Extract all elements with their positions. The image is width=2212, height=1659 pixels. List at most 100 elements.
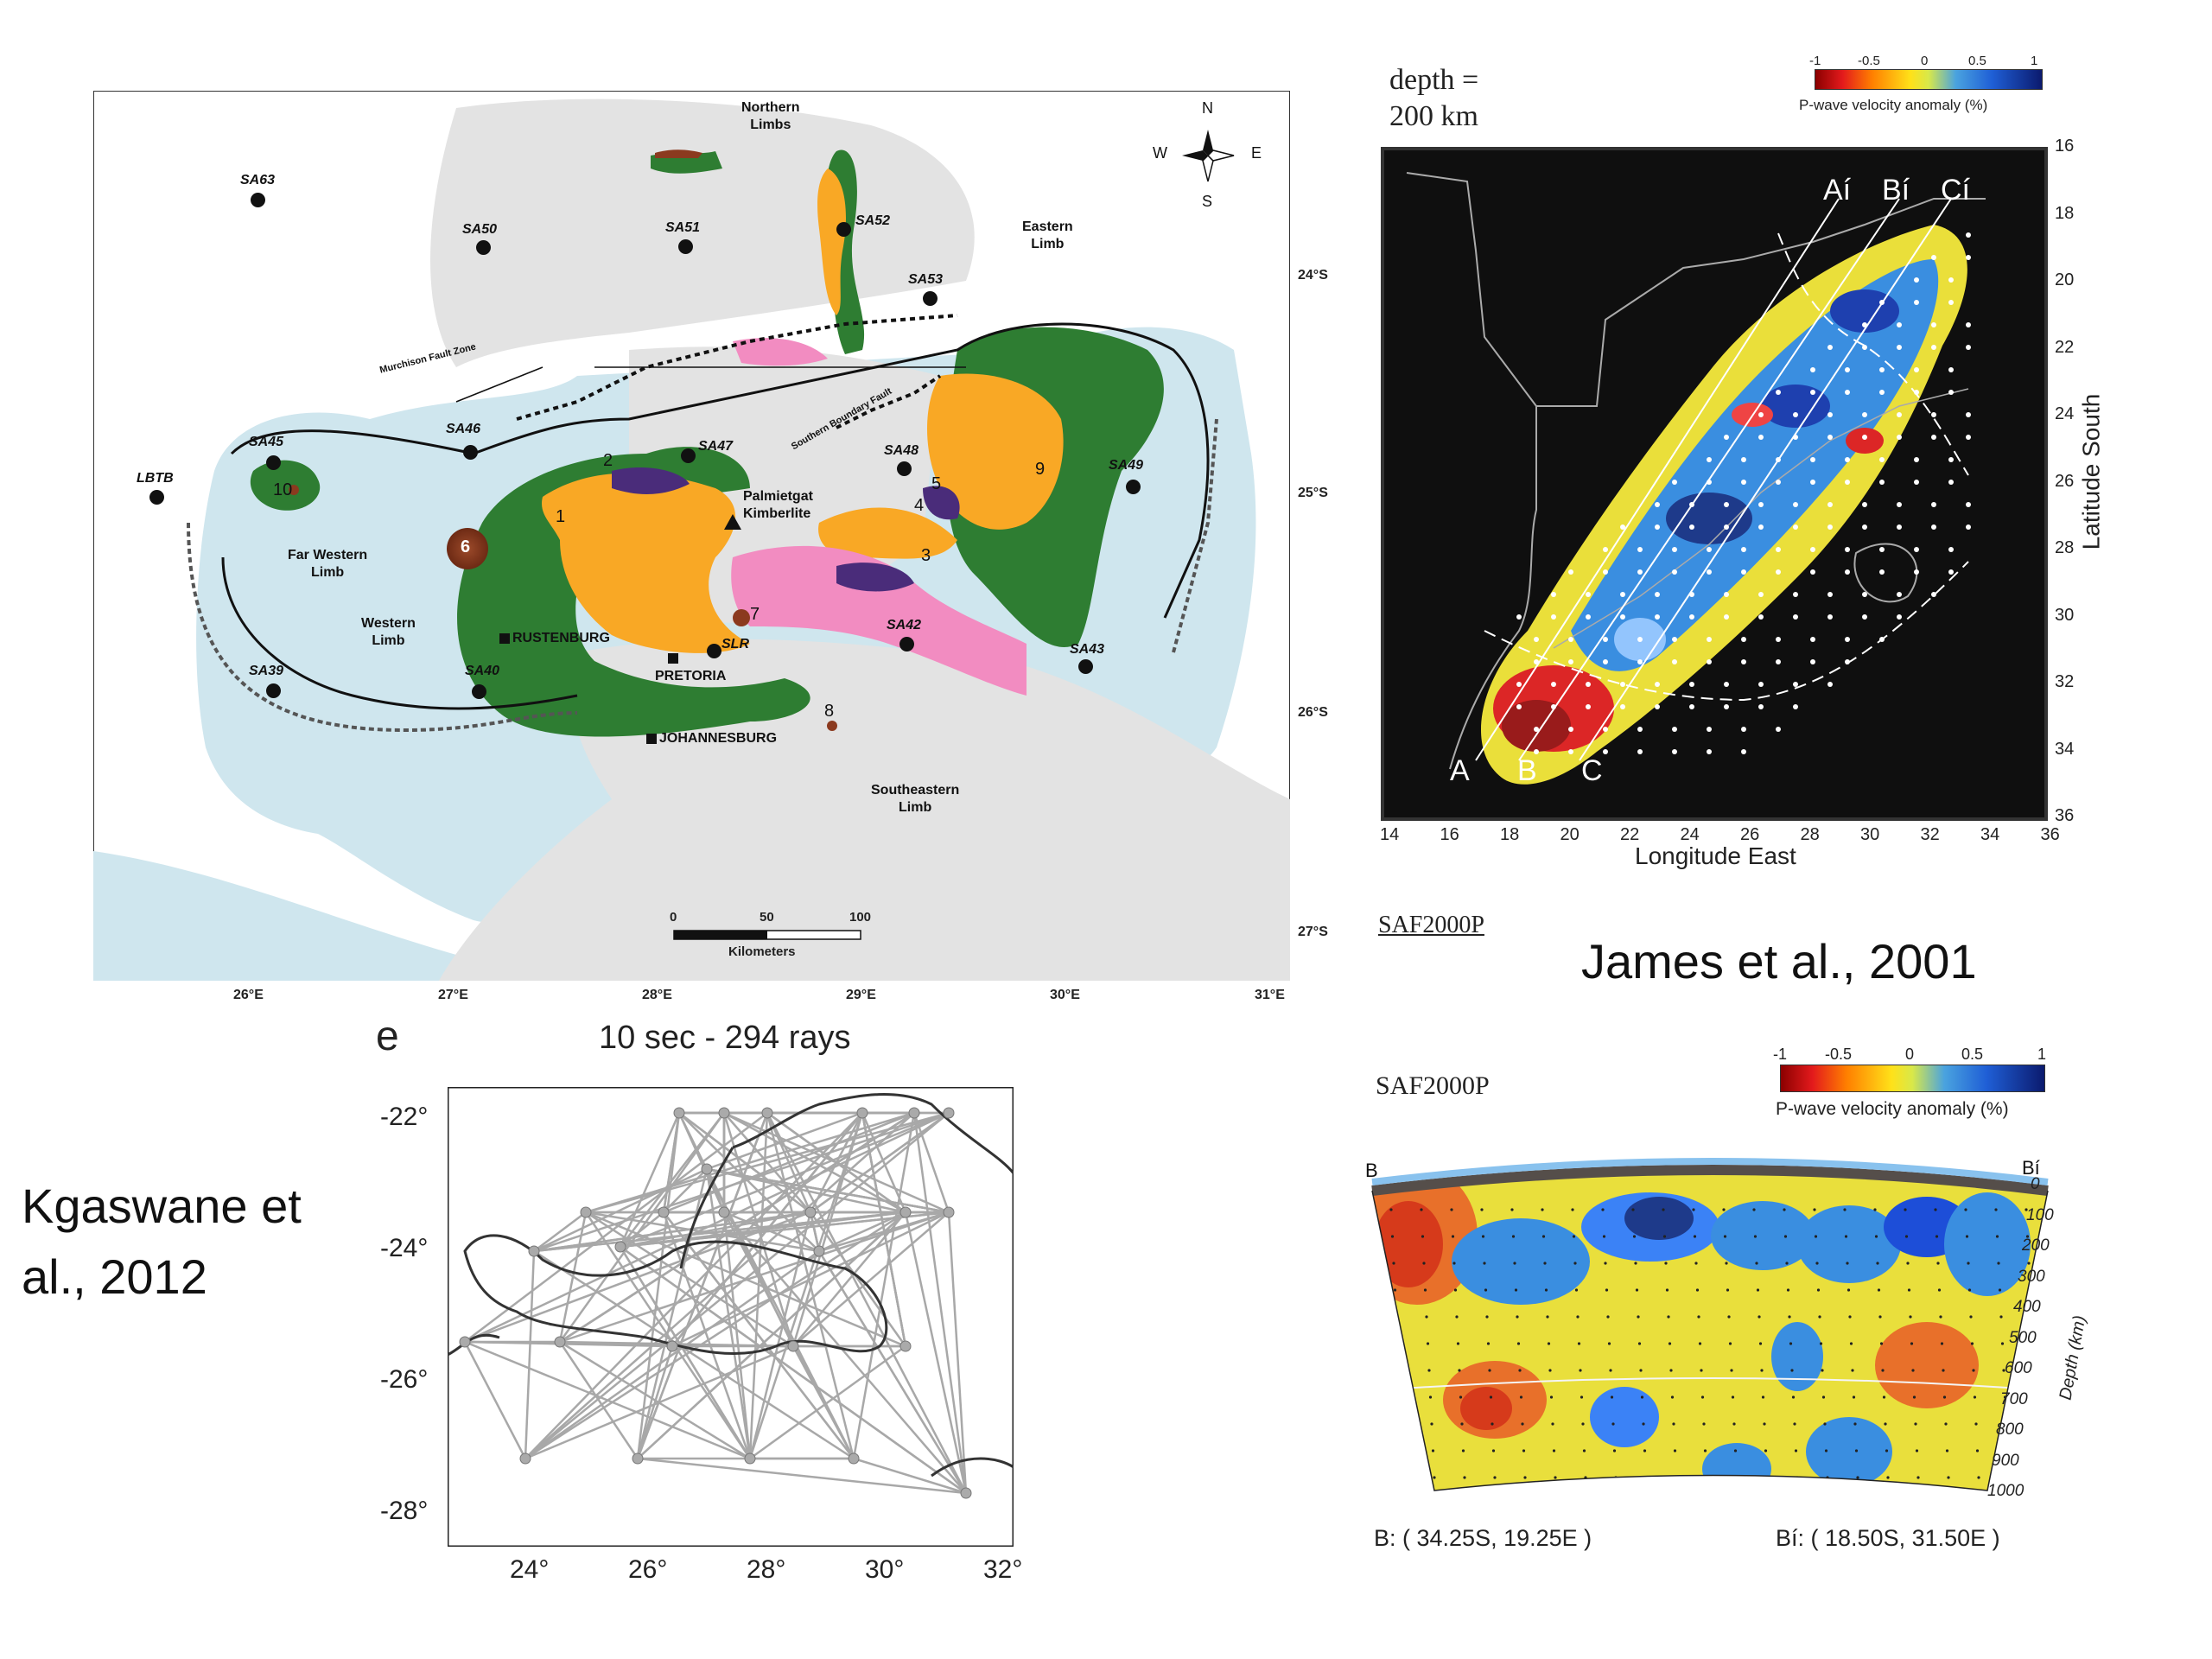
ray-path [817,1250,968,1494]
grid-dot [1693,1235,1697,1238]
ray-station [666,1340,678,1352]
section-coord-left: B: ( 34.25S, 19.25E ) [1374,1525,1592,1551]
ray-path [463,1341,527,1459]
tomo-lat-5: 26 [2055,471,2075,491]
ray-path [748,1112,769,1459]
station-dots [1516,232,1971,754]
ray-path [524,1249,820,1460]
grid-dot [1876,1262,1879,1265]
ray-path [619,1112,681,1248]
tomo-lat-6: 28 [2055,538,2075,557]
station-dot [1516,614,1522,620]
purple-3 [923,486,960,520]
grid-dot [1484,1288,1488,1292]
grid-dot [1401,1449,1405,1452]
station-dot [1689,502,1694,507]
station-dot [1672,749,1677,754]
grid-dot [1511,1235,1516,1238]
station-dot [1914,367,1919,372]
station-dot [1758,592,1764,597]
tomo-lon-4: 22 [1620,825,1640,844]
grid-dot [1493,1476,1497,1479]
grid-dot [1816,1288,1821,1292]
grid-dot [1785,1262,1789,1265]
station-dot [1845,367,1850,372]
grid-dot [2035,1422,2038,1426]
grid-dot [1885,1449,1889,1452]
grid-dot [1640,1395,1644,1399]
geo-lon-30: 30°E [1050,988,1080,1002]
grid-dot [1402,1476,1406,1479]
scale-unit: Kilometers [728,944,796,959]
grid-dot [1642,1422,1645,1426]
ray-path [792,1211,906,1347]
grid-dot [1732,1422,1736,1426]
grid-dot [1431,1449,1435,1452]
ray-path [620,1112,725,1248]
cb-bottom-tick-1: -1 [1773,1046,1788,1063]
grid-dot [1451,1235,1455,1238]
sec-depth-4: 400 [2013,1298,2041,1316]
station-dot [1637,749,1643,754]
station-dot [1586,682,1591,687]
geo-lon-29: 29°E [846,988,876,1002]
ray-path [810,1111,950,1214]
ray-station [614,1241,626,1253]
ray-lon-1: 26° [628,1555,668,1584]
station-dot [1966,502,1971,507]
station-dot [1862,345,1867,350]
ray-station [744,1452,756,1465]
ray-lon-0: 24° [510,1555,550,1584]
grid-dot [1700,1369,1703,1372]
station-dot [1914,300,1919,305]
grid-dot [1760,1369,1764,1372]
grid-dot [1611,1422,1615,1426]
station-dot [1568,637,1573,642]
grid-dot [1848,1315,1852,1319]
ray-station [848,1452,860,1465]
station-dot [1707,547,1712,552]
section-coord-right: Bí: ( 18.50S, 31.50E ) [1776,1525,2000,1551]
grid-dot [1997,1262,2000,1265]
grid-dot [1944,1422,1948,1426]
profile-label-c-prime: Cí [1941,174,1970,207]
station-dot [1948,569,1954,575]
grid-dot [1752,1208,1756,1211]
grid-dot [1783,1235,1788,1238]
grid-dot [1480,1208,1484,1211]
station-dot [1689,592,1694,597]
sec-depth-0: 0 [2031,1175,2040,1193]
station-dot [1914,277,1919,283]
grid-dot [1994,1208,1998,1211]
profile-label-a-prime: Aí [1823,174,1852,207]
station-dot [1827,682,1833,687]
geology-map-panel: N S E W Northern Limbs Eastern Limb Far We… [93,91,1290,981]
grid-dot [1852,1395,1856,1399]
station-dot [1672,547,1677,552]
grid-dot [1549,1395,1554,1399]
ray-path [620,1245,967,1495]
ray-path [585,1211,820,1253]
tomo-lon-6: 26 [1740,825,1760,844]
grid-dot [1935,1235,1939,1238]
station-dot [1793,614,1798,620]
station-dot [1948,480,1954,485]
grid-dot [1634,1262,1637,1265]
grid-dot [1728,1342,1732,1345]
scale-tick-100: 100 [849,910,872,925]
station-dot [1758,502,1764,507]
station-dot [1707,659,1712,664]
grid-dot [1513,1262,1516,1265]
grid-dot [1756,1288,1760,1292]
profile-label-b: B [1517,754,1537,787]
station-dot [1810,457,1815,462]
station-dot [1724,614,1729,620]
station-dot [1689,524,1694,530]
grid-dot [2037,1476,2041,1479]
grid-dot [1849,1342,1853,1345]
grid-dot [1547,1342,1551,1345]
grid-dot [1554,1476,1557,1479]
station-dot [1603,659,1608,664]
station-dot [1672,569,1677,575]
grid-dot [1612,1449,1617,1452]
